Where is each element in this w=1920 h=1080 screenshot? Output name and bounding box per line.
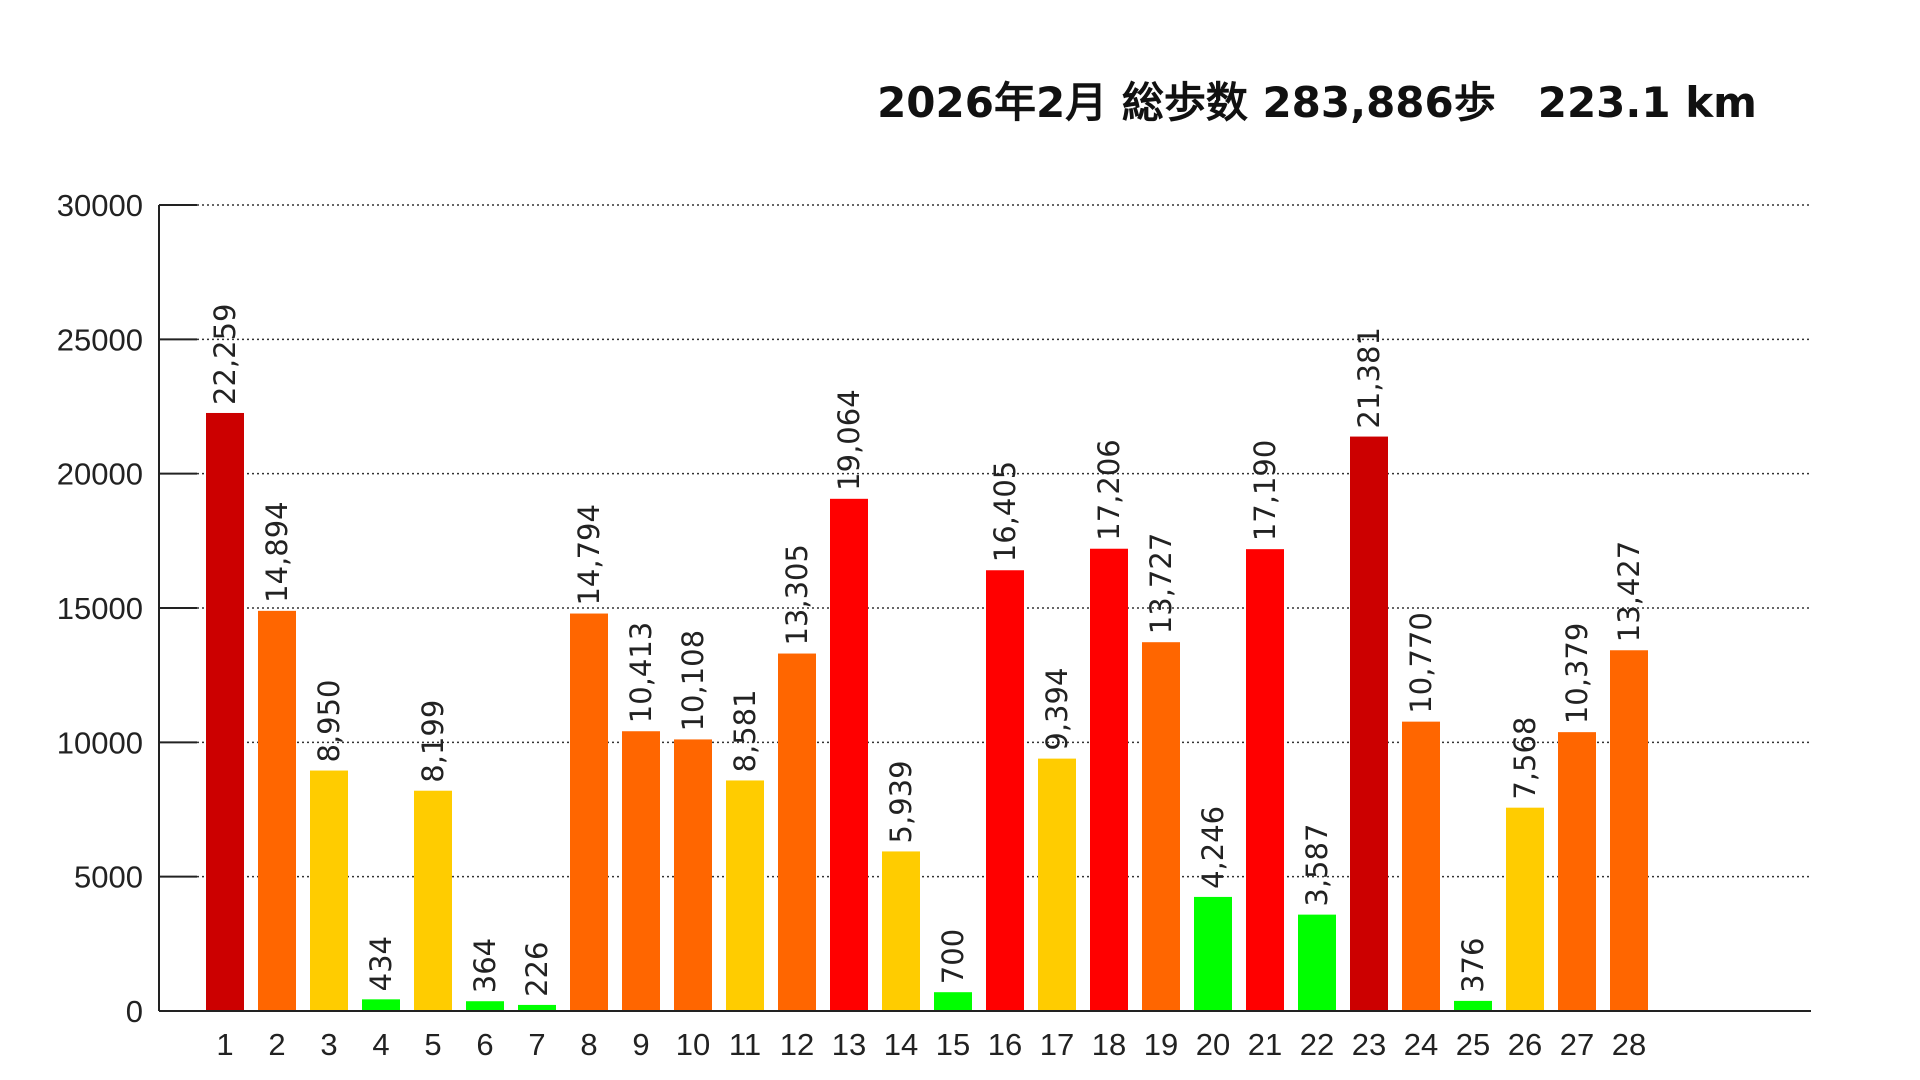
y-tick-label: 10000	[57, 725, 143, 760]
value-label: 10,770	[1404, 612, 1438, 713]
bar-day-22	[1298, 914, 1336, 1011]
value-label: 13,727	[1144, 533, 1178, 634]
value-label: 4,246	[1196, 806, 1230, 889]
x-tick-label: 19	[1144, 1027, 1178, 1062]
value-label: 10,108	[676, 630, 710, 731]
bar-day-12	[778, 653, 816, 1011]
chart-title: 2026年2月 総歩数 283,886歩 223.1 km	[877, 78, 1757, 127]
bar-day-23	[1350, 436, 1388, 1011]
x-tick-label: 12	[780, 1027, 814, 1062]
bar-day-8	[570, 613, 608, 1011]
x-tick-label: 14	[884, 1027, 918, 1062]
y-tick-label: 30000	[57, 188, 143, 223]
x-tick-label: 18	[1092, 1027, 1126, 1062]
x-tick-label: 9	[632, 1027, 649, 1062]
x-tick-label: 6	[476, 1027, 493, 1062]
bar-day-1	[206, 412, 244, 1011]
value-label: 10,379	[1560, 623, 1594, 724]
x-tick-label: 20	[1196, 1027, 1230, 1062]
bar-day-17	[1038, 758, 1076, 1011]
bar-day-27	[1558, 732, 1596, 1011]
x-tick-label: 11	[729, 1027, 761, 1062]
x-tick-label: 15	[936, 1027, 970, 1062]
value-label: 226	[520, 942, 554, 997]
bar-day-7	[518, 1004, 556, 1011]
value-label: 14,794	[572, 504, 606, 605]
x-tick-label: 16	[988, 1027, 1022, 1062]
y-tick-label: 20000	[57, 457, 143, 492]
value-label: 14,894	[260, 501, 294, 602]
bar-day-26	[1506, 807, 1544, 1011]
x-tick-label: 5	[424, 1027, 441, 1062]
x-tick-label: 21	[1248, 1027, 1282, 1062]
bar-day-11	[726, 780, 764, 1011]
x-tick-label: 7	[528, 1027, 545, 1062]
x-tick-label: 26	[1508, 1027, 1542, 1062]
bar-day-18	[1090, 548, 1128, 1011]
value-label: 7,568	[1508, 717, 1542, 800]
x-tick-label: 13	[832, 1027, 866, 1062]
bar-day-4	[362, 999, 400, 1011]
y-tick-label: 15000	[57, 591, 143, 626]
bar-day-3	[310, 770, 348, 1011]
x-tick-label: 10	[676, 1027, 710, 1062]
value-label: 22,259	[208, 303, 242, 404]
x-tick-label: 25	[1456, 1027, 1490, 1062]
bar-day-13	[830, 498, 868, 1012]
bar-day-15	[934, 992, 972, 1011]
value-label: 700	[936, 929, 970, 984]
value-label: 8,950	[312, 680, 346, 763]
x-tick-label: 4	[372, 1027, 389, 1062]
x-tick-label: 24	[1404, 1027, 1438, 1062]
bar-day-10	[674, 739, 712, 1011]
x-tick-label: 3	[320, 1027, 337, 1062]
value-label: 3,587	[1300, 824, 1334, 907]
bar-day-6	[466, 1001, 504, 1011]
value-label: 8,581	[728, 689, 762, 772]
bar-day-2	[258, 610, 296, 1011]
bar-day-21	[1246, 549, 1284, 1011]
bar-day-20	[1194, 896, 1232, 1011]
x-tick-label: 28	[1612, 1027, 1646, 1062]
x-tick-label: 17	[1040, 1027, 1074, 1062]
value-label: 364	[468, 938, 502, 993]
value-label: 376	[1456, 938, 1490, 993]
x-tick-label: 1	[216, 1027, 233, 1062]
bar-day-14	[882, 851, 920, 1011]
bar-day-19	[1142, 642, 1180, 1011]
value-label: 8,199	[416, 700, 450, 783]
value-label: 21,381	[1352, 327, 1386, 428]
y-tick-label: 0	[126, 994, 143, 1029]
bar-day-28	[1610, 650, 1648, 1011]
y-tick-label: 25000	[57, 322, 143, 357]
bar-day-5	[414, 790, 452, 1011]
value-label: 5,939	[884, 760, 918, 843]
bar-day-9	[622, 731, 660, 1011]
x-tick-label: 22	[1300, 1027, 1334, 1062]
value-label: 10,413	[624, 622, 658, 723]
x-tick-label: 8	[580, 1027, 597, 1062]
value-label: 17,206	[1092, 439, 1126, 540]
value-label: 13,305	[780, 544, 814, 645]
y-tick-label: 5000	[74, 860, 143, 895]
bar-day-25	[1454, 1000, 1492, 1011]
x-tick-label: 27	[1560, 1027, 1594, 1062]
value-label: 13,427	[1612, 541, 1646, 642]
x-tick-label: 2	[268, 1027, 285, 1062]
x-tick-label: 23	[1352, 1027, 1386, 1062]
value-label: 19,064	[832, 389, 866, 490]
bar-day-16	[986, 570, 1024, 1011]
bar-day-24	[1402, 721, 1440, 1011]
value-label: 16,405	[988, 461, 1022, 562]
value-label: 17,190	[1248, 440, 1282, 541]
value-label: 434	[364, 936, 398, 991]
value-label: 9,394	[1040, 668, 1074, 751]
